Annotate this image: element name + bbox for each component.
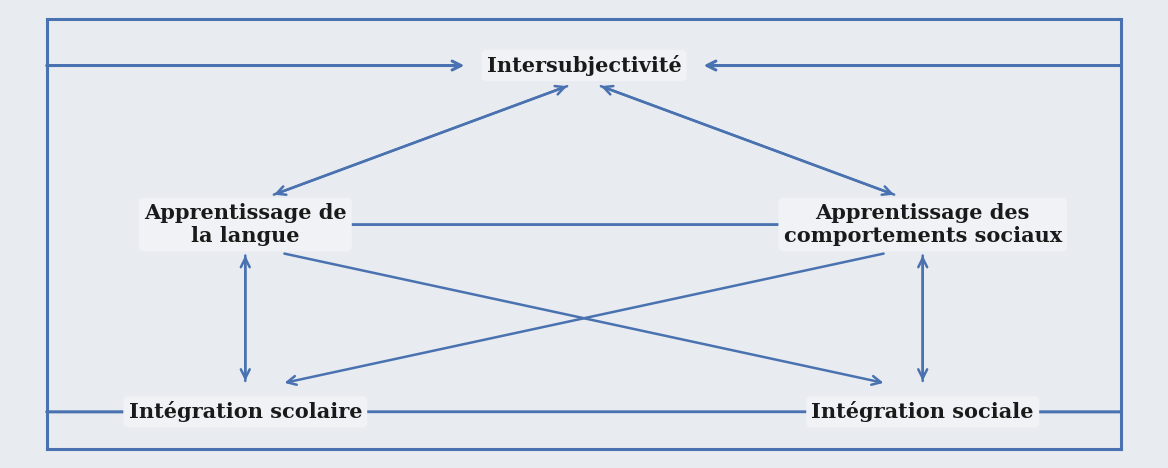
Text: Apprentissage des
comportements sociaux: Apprentissage des comportements sociaux [784,203,1062,246]
Text: Intégration sociale: Intégration sociale [812,402,1034,422]
Text: Intégration scolaire: Intégration scolaire [128,402,362,422]
Text: Intersubjectivité: Intersubjectivité [487,55,681,76]
Text: Apprentissage de
la langue: Apprentissage de la langue [144,203,347,246]
